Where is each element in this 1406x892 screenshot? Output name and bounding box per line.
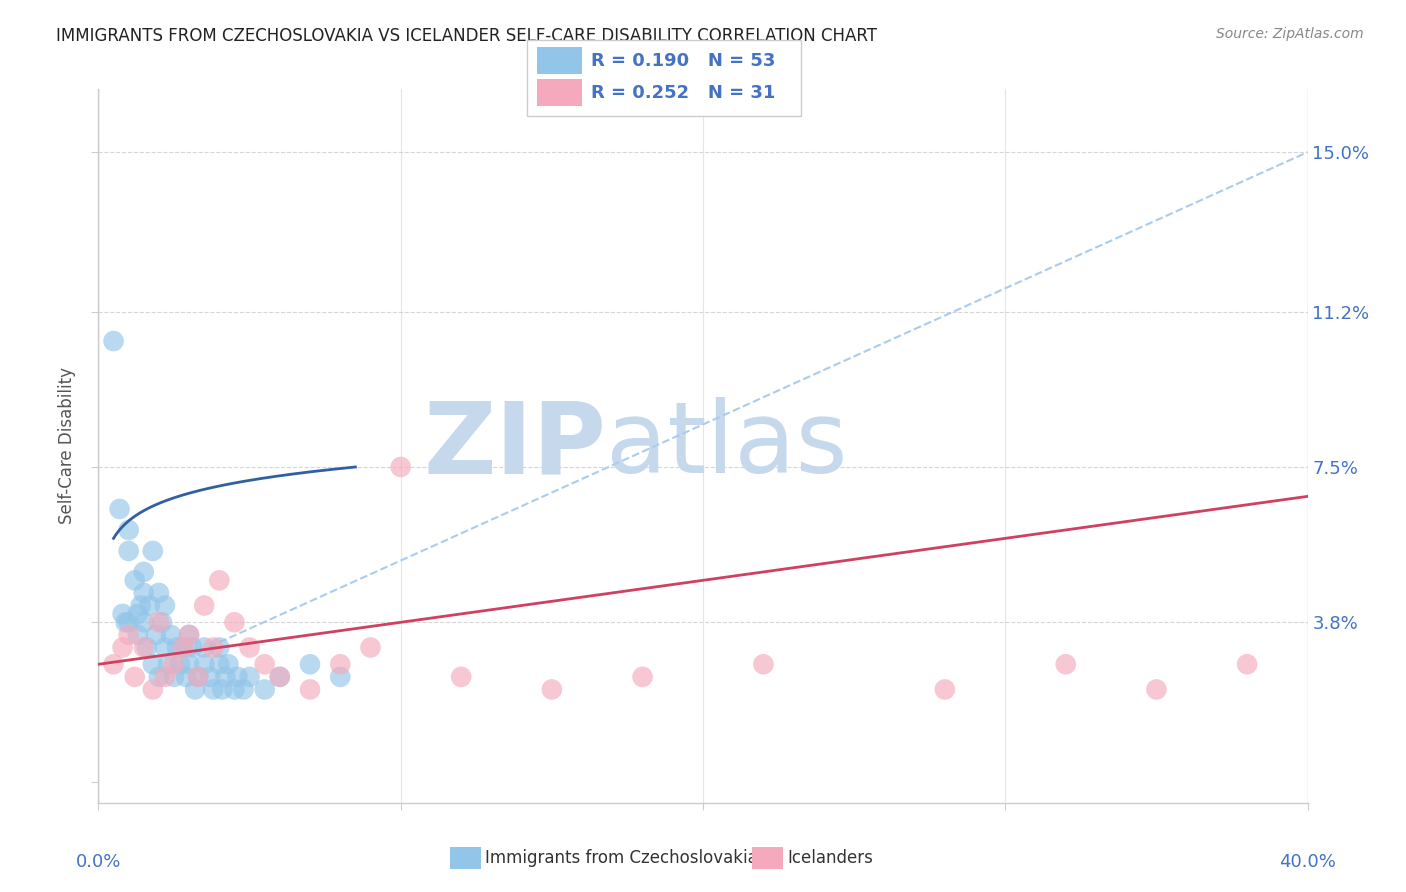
Point [153, 599, 176, 613]
Point [153, 670, 176, 684]
Text: atlas: atlas [606, 398, 848, 494]
Point [160, 628, 183, 642]
Point [127, 628, 149, 642]
Point [217, 657, 239, 672]
Point [389, 460, 412, 475]
Point [1054, 657, 1077, 672]
Point [232, 682, 254, 697]
Point [135, 640, 157, 655]
Point [1144, 682, 1167, 697]
Point [108, 502, 131, 516]
Point [193, 599, 215, 613]
Point [129, 599, 152, 613]
Point [214, 670, 236, 684]
Point [200, 670, 222, 684]
Point [179, 628, 201, 642]
Point [187, 670, 209, 684]
Point [752, 657, 775, 672]
Point [118, 615, 141, 630]
Text: Immigrants from Czechoslovakia: Immigrants from Czechoslovakia [485, 849, 758, 867]
Text: ZIP: ZIP [423, 398, 606, 494]
Point [211, 682, 233, 697]
Point [148, 670, 170, 684]
Point [239, 640, 262, 655]
Point [269, 670, 291, 684]
Point [142, 544, 165, 558]
Point [150, 615, 173, 630]
Point [239, 670, 262, 684]
Point [1236, 657, 1258, 672]
Point [118, 628, 141, 642]
Point [142, 682, 165, 697]
Point [193, 657, 215, 672]
Point [127, 607, 149, 621]
Point [202, 682, 225, 697]
Point [269, 670, 291, 684]
Point [103, 657, 125, 672]
Point [184, 682, 207, 697]
Point [329, 657, 352, 672]
Text: Source: ZipAtlas.com: Source: ZipAtlas.com [1216, 27, 1364, 41]
Point [148, 586, 170, 600]
Point [153, 640, 176, 655]
Text: Icelanders: Icelanders [787, 849, 873, 867]
Point [103, 334, 125, 348]
Point [187, 670, 209, 684]
Point [224, 682, 246, 697]
Point [181, 640, 204, 655]
Text: 40.0%: 40.0% [1279, 853, 1336, 871]
Text: R = 0.190   N = 53: R = 0.190 N = 53 [591, 52, 775, 70]
Point [132, 586, 155, 600]
Point [253, 657, 276, 672]
Point [156, 657, 179, 672]
Point [450, 670, 472, 684]
Point [934, 682, 956, 697]
Text: 0.0%: 0.0% [76, 853, 121, 871]
Point [299, 657, 322, 672]
Point [169, 657, 191, 672]
Point [124, 670, 146, 684]
Point [114, 615, 136, 630]
Point [148, 615, 170, 630]
Point [132, 615, 155, 630]
Point [208, 657, 231, 672]
Text: IMMIGRANTS FROM CZECHOSLOVAKIA VS ICELANDER SELF-CARE DISABILITY CORRELATION CHA: IMMIGRANTS FROM CZECHOSLOVAKIA VS ICELAN… [56, 27, 877, 45]
Point [208, 640, 231, 655]
Point [166, 640, 188, 655]
Point [179, 657, 201, 672]
Point [145, 628, 167, 642]
Point [118, 523, 141, 537]
Point [631, 670, 654, 684]
Point [172, 640, 194, 655]
Point [224, 615, 246, 630]
Point [202, 640, 225, 655]
Point [111, 607, 134, 621]
Point [329, 670, 352, 684]
Point [118, 544, 141, 558]
Point [226, 670, 249, 684]
Point [174, 670, 197, 684]
Point [299, 682, 322, 697]
Point [142, 657, 165, 672]
Point [132, 565, 155, 579]
Point [540, 682, 562, 697]
Point [179, 628, 201, 642]
Point [111, 640, 134, 655]
Point [253, 682, 276, 697]
Y-axis label: Self-Care Disability: Self-Care Disability [58, 368, 76, 524]
Point [172, 640, 194, 655]
Point [163, 657, 186, 672]
Point [124, 574, 146, 588]
Point [132, 640, 155, 655]
Point [139, 599, 162, 613]
Point [163, 670, 186, 684]
Point [193, 640, 215, 655]
Point [208, 574, 231, 588]
Point [360, 640, 382, 655]
Text: R = 0.252   N = 31: R = 0.252 N = 31 [591, 84, 775, 102]
